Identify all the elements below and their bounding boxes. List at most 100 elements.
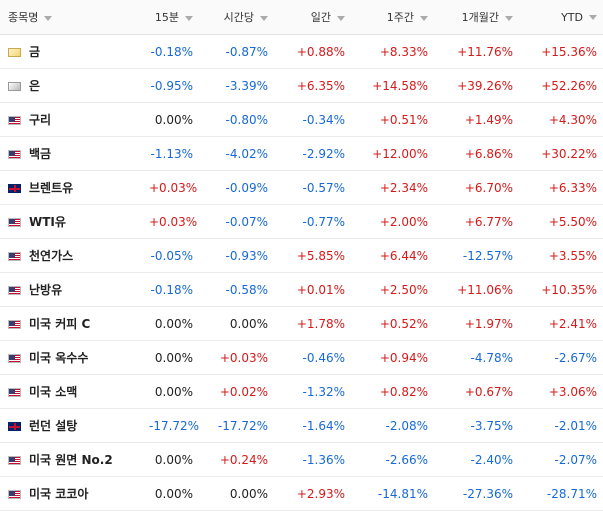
change-monthly-cell: +6.86% [434, 136, 519, 171]
change-hourly-cell: 0.00% [199, 306, 274, 341]
change-weekly-cell: +8.33% [351, 34, 434, 69]
header-name[interactable]: 종목명 [0, 0, 143, 35]
us-flag-icon [8, 150, 21, 159]
change-weekly-cell: +0.94% [351, 340, 434, 375]
commodity-name-cell[interactable]: 런던 설탕 [0, 408, 143, 443]
header-ytd[interactable]: YTD [519, 0, 603, 35]
commodity-name-cell[interactable]: 미국 커피 C [0, 306, 143, 341]
us-flag-icon [8, 490, 21, 499]
commodity-name-link[interactable]: 미국 소맥 [29, 385, 78, 399]
commodity-name-cell[interactable]: 구리 [0, 102, 143, 137]
change-m15-cell: +0.03% [143, 204, 199, 239]
change-hourly-cell: +0.02% [199, 374, 274, 409]
commodity-name-cell[interactable]: 백금 [0, 136, 143, 171]
change-daily-cell: +5.85% [274, 238, 351, 273]
change-monthly-cell: +1.97% [434, 306, 519, 341]
table-row[interactable]: 런던 설탕 -17.72% -17.72% -1.64% -2.08% -3.75% -2.… [0, 408, 603, 443]
commodity-name-link[interactable]: 미국 코코아 [29, 487, 89, 501]
table-row[interactable]: WTI유 +0.03% -0.07% -0.77% +2.00% +6.77% +5.50% [0, 204, 603, 239]
uk-flag-icon [8, 422, 21, 431]
sort-chevron-icon [185, 15, 193, 21]
commodity-name-link[interactable]: 런던 설탕 [29, 419, 78, 433]
commodity-name-cell[interactable]: WTI유 [0, 204, 143, 239]
change-daily-cell: +0.01% [274, 272, 351, 307]
us-flag-icon [8, 320, 21, 329]
commodity-name-link[interactable]: WTI유 [29, 215, 66, 229]
header-hourly[interactable]: 시간당 [199, 0, 274, 35]
table-row[interactable]: 천연가스 -0.05% -0.93% +5.85% +6.44% -12.57% +3.55… [0, 238, 603, 273]
commodity-name-link[interactable]: 미국 커피 C [29, 317, 91, 331]
table-row[interactable]: 은 -0.95% -3.39% +6.35% +14.58% +39.26% +52.26% [0, 68, 603, 103]
table-row[interactable]: 구리 0.00% -0.80% -0.34% +0.51% +1.49% +4.30% [0, 102, 603, 137]
change-weekly-cell: +0.52% [351, 306, 434, 341]
table-row[interactable]: 금 -0.18% -0.87% +0.88% +8.33% +11.76% +15.36% [0, 34, 603, 69]
commodity-name-cell[interactable]: 브렌트유 [0, 170, 143, 205]
header-monthly[interactable]: 1개월간 [434, 0, 519, 35]
table-row[interactable]: 미국 소맥 0.00% +0.02% -1.32% +0.82% +0.67% +3.06% [0, 374, 603, 409]
header-weekly[interactable]: 1주간 [351, 0, 434, 35]
table-row[interactable]: 미국 원면 No.2 0.00% +0.24% -1.36% -2.66% -2.40% -… [0, 442, 603, 477]
commodity-name-link[interactable]: 백금 [29, 147, 52, 161]
change-ytd-cell: -2.67% [519, 340, 603, 375]
commodity-name-link[interactable]: 미국 옥수수 [29, 351, 89, 365]
change-daily-cell: +0.88% [274, 34, 351, 69]
change-ytd-cell: +52.26% [519, 68, 603, 103]
us-flag-icon [8, 218, 21, 227]
sort-chevron-icon [260, 15, 268, 21]
change-weekly-cell: -2.08% [351, 408, 434, 443]
table-row[interactable]: 난방유 -0.18% -0.58% +0.01% +2.50% +11.06% +10.35… [0, 272, 603, 307]
change-hourly-cell: -17.72% [199, 408, 274, 443]
change-m15-cell: 0.00% [143, 374, 199, 409]
table-row[interactable]: 브렌트유 +0.03% -0.09% -0.57% +2.34% +6.70% +6.33% [0, 170, 603, 205]
change-ytd-cell: -2.07% [519, 442, 603, 477]
change-hourly-cell: -3.39% [199, 68, 274, 103]
change-daily-cell: -0.46% [274, 340, 351, 375]
table-row[interactable]: 백금 -1.13% -4.02% -2.92% +12.00% +6.86% +30.22% [0, 136, 603, 171]
change-monthly-cell: +11.06% [434, 272, 519, 307]
change-hourly-cell: -0.93% [199, 238, 274, 273]
change-monthly-cell: -3.75% [434, 408, 519, 443]
table-row[interactable]: 미국 커피 C 0.00% 0.00% +1.78% +0.52% +1.97% +2.41… [0, 306, 603, 341]
commodity-name-cell[interactable]: 미국 코코아 [0, 476, 143, 511]
change-ytd-cell: +5.50% [519, 204, 603, 239]
commodity-name-link[interactable]: 브렌트유 [29, 181, 74, 195]
commodity-name-link[interactable]: 은 [29, 79, 41, 93]
change-ytd-cell: +6.33% [519, 170, 603, 205]
change-hourly-cell: 0.00% [199, 476, 274, 511]
commodity-name-link[interactable]: 금 [29, 45, 41, 59]
change-m15-cell: -17.72% [143, 408, 199, 443]
header-15min[interactable]: 15분 [143, 0, 199, 35]
silver-icon [8, 82, 21, 91]
commodity-name-link[interactable]: 난방유 [29, 283, 63, 297]
change-weekly-cell: -2.66% [351, 442, 434, 477]
sort-chevron-icon [589, 15, 597, 20]
change-hourly-cell: -0.07% [199, 204, 274, 239]
commodity-name-cell[interactable]: 미국 원면 No.2 [0, 442, 143, 477]
commodity-name-cell[interactable]: 미국 옥수수 [0, 340, 143, 375]
table-row[interactable]: 미국 옥수수 0.00% +0.03% -0.46% +0.94% -4.78% -2.67… [0, 340, 603, 375]
commodity-name-link[interactable]: 천연가스 [29, 249, 74, 263]
us-flag-icon [8, 252, 21, 261]
change-monthly-cell: -2.40% [434, 442, 519, 477]
sort-chevron-icon [337, 15, 345, 21]
commodity-name-link[interactable]: 구리 [29, 113, 52, 127]
commodity-name-link[interactable]: 미국 원면 No.2 [29, 453, 113, 467]
change-hourly-cell: -0.58% [199, 272, 274, 307]
commodity-name-cell[interactable]: 은 [0, 68, 143, 103]
change-daily-cell: +6.35% [274, 68, 351, 103]
commodity-name-cell[interactable]: 천연가스 [0, 238, 143, 273]
change-ytd-cell: +10.35% [519, 272, 603, 307]
sort-chevron-icon [420, 15, 428, 21]
us-flag-icon [8, 116, 21, 125]
commodity-name-cell[interactable]: 금 [0, 34, 143, 69]
change-monthly-cell: +39.26% [434, 68, 519, 103]
header-daily[interactable]: 일간 [274, 0, 351, 35]
commodity-name-cell[interactable]: 난방유 [0, 272, 143, 307]
commodity-name-cell[interactable]: 미국 소맥 [0, 374, 143, 409]
change-daily-cell: +2.93% [274, 476, 351, 511]
change-daily-cell: -1.36% [274, 442, 351, 477]
change-ytd-cell: +30.22% [519, 136, 603, 171]
table-header-row: 종목명 15분 시간당 일간 1주간 1개월간 YTD [0, 0, 603, 35]
table-row[interactable]: 미국 코코아 0.00% 0.00% +2.93% -14.81% -27.36% -28.… [0, 476, 603, 511]
